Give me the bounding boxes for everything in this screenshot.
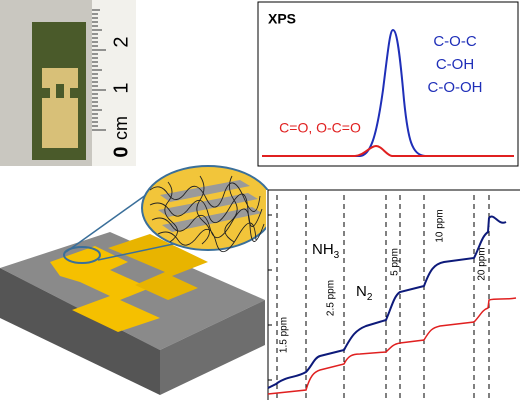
xps-label: C-OH bbox=[436, 56, 474, 73]
gas-label: N2 bbox=[356, 283, 373, 303]
xps-peak bbox=[262, 144, 514, 157]
concentration-label: 10 ppm bbox=[435, 209, 446, 242]
xps-panel: XPS C-O-C C-OH C-O-OH C=O, O-C=O bbox=[257, 1, 519, 167]
ruler-ticks bbox=[92, 9, 106, 131]
photo: 2 1 0 cm bbox=[0, 0, 136, 166]
ruler bbox=[92, 0, 136, 166]
response-curve bbox=[267, 215, 507, 389]
concentration-label: 2.5 ppm bbox=[326, 280, 337, 316]
response-panel: 1.5 ppm 2.5 ppm 5 ppm 10 ppm 20 ppm NH3 … bbox=[266, 189, 520, 400]
concentration-label: 20 ppm bbox=[477, 247, 488, 280]
ruler-label: 1 bbox=[110, 82, 132, 93]
substrate-side bbox=[160, 300, 265, 395]
xps-title: XPS bbox=[268, 11, 296, 27]
concentration-label: 1.5 ppm bbox=[279, 317, 290, 353]
xps-label: C=O, O-C=O bbox=[279, 120, 361, 136]
xps-label: C-O-C bbox=[433, 33, 476, 50]
xps-frame bbox=[257, 1, 519, 167]
nanowires bbox=[149, 175, 265, 252]
ruler-label: 2 bbox=[110, 36, 132, 47]
substrate-side bbox=[0, 268, 160, 395]
response-ticks bbox=[268, 214, 272, 381]
gas-switch-lines bbox=[276, 195, 490, 398]
device bbox=[0, 165, 275, 395]
concentration-label: 5 ppm bbox=[390, 248, 401, 276]
electrode bbox=[108, 234, 208, 300]
xps-label: C-O-OH bbox=[428, 79, 483, 96]
gas-label: NH3 bbox=[312, 241, 340, 261]
ruler-label: 0 bbox=[110, 146, 132, 157]
response-background bbox=[266, 190, 520, 399]
ruler-unit: cm bbox=[111, 116, 131, 140]
chip-electrode bbox=[42, 68, 78, 148]
electrode bbox=[50, 246, 160, 332]
response-curve bbox=[267, 297, 517, 395]
zoom-origin bbox=[63, 246, 101, 264]
zoom-line bbox=[65, 191, 151, 253]
xps-peak bbox=[262, 28, 514, 157]
